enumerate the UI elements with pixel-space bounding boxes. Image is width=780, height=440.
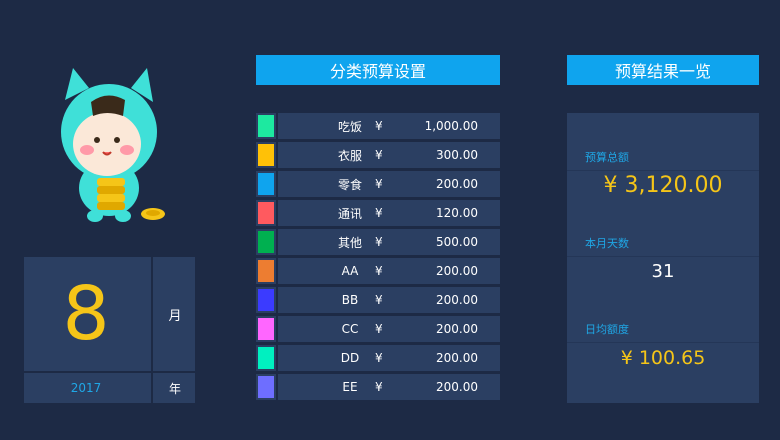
category-color-swatch: [258, 115, 274, 137]
amount-value: 200.00: [436, 322, 478, 336]
mascot-illustration: [61, 68, 165, 222]
amount-field[interactable]: ¥200.00: [369, 316, 500, 342]
days-in-month-label: 本月天数: [585, 237, 629, 250]
calendar-box: 8 月 2017 年: [24, 257, 195, 403]
days-in-month-value: 31: [651, 261, 675, 282]
category-color-swatch: [258, 376, 274, 398]
budget-results-panel: 预算总额 ¥ 3,120.00 本月天数 31 日均额度 ¥ 100.65: [567, 113, 759, 403]
total-budget-value: ¥ 3,120.00: [603, 173, 723, 198]
amount-value: 200.00: [436, 177, 478, 191]
budget-row: EE ¥200.00: [256, 374, 500, 400]
amount-field[interactable]: ¥200.00: [369, 287, 500, 313]
daily-average-value: ¥ 100.65: [620, 347, 706, 369]
currency-symbol: ¥: [375, 206, 383, 220]
budget-row: DD ¥200.00: [256, 345, 500, 371]
budget-row: AA ¥200.00: [256, 258, 500, 284]
currency-symbol: ¥: [375, 148, 383, 162]
currency-symbol: ¥: [375, 177, 383, 191]
result-divider: [567, 256, 759, 257]
total-budget-label: 预算总额: [585, 151, 629, 164]
amount-field[interactable]: ¥1,000.00: [369, 113, 500, 139]
currency-symbol: ¥: [375, 119, 383, 133]
month-unit-label: 月: [151, 257, 197, 371]
currency-symbol: ¥: [375, 235, 383, 249]
amount-value: 300.00: [436, 148, 478, 162]
amount-field[interactable]: ¥200.00: [369, 258, 500, 284]
amount-field[interactable]: ¥300.00: [369, 142, 500, 168]
calendar-divider: [24, 371, 195, 373]
category-color-swatch: [258, 173, 274, 195]
amount-field[interactable]: ¥120.00: [369, 200, 500, 226]
result-divider: [567, 170, 759, 171]
amount-field[interactable]: ¥200.00: [369, 374, 500, 400]
category-budget-list: 吃饭 ¥1,000.00 衣服 ¥300.00 零食 ¥200.00 通讯 ¥1…: [256, 113, 500, 403]
category-color-swatch: [258, 318, 274, 340]
currency-symbol: ¥: [375, 351, 383, 365]
daily-average-label: 日均额度: [585, 323, 629, 336]
category-budget-header: 分类预算设置: [256, 55, 500, 85]
amount-value: 200.00: [436, 264, 478, 278]
budget-row: CC ¥200.00: [256, 316, 500, 342]
amount-field[interactable]: ¥200.00: [369, 345, 500, 371]
budget-row: BB ¥200.00: [256, 287, 500, 313]
amount-value: 200.00: [436, 380, 478, 394]
currency-symbol: ¥: [375, 380, 383, 394]
amount-value: 500.00: [436, 235, 478, 249]
year-unit-label: 年: [151, 373, 197, 403]
amount-field[interactable]: ¥200.00: [369, 171, 500, 197]
budget-row: 通讯 ¥120.00: [256, 200, 500, 226]
result-divider: [567, 342, 759, 343]
category-color-swatch: [258, 144, 274, 166]
budget-row: 零食 ¥200.00: [256, 171, 500, 197]
category-color-swatch: [258, 260, 274, 282]
amount-value: 120.00: [436, 206, 478, 220]
category-color-swatch: [258, 347, 274, 369]
currency-symbol: ¥: [375, 264, 383, 278]
amount-value: 200.00: [436, 351, 478, 365]
category-color-swatch: [258, 231, 274, 253]
year-value: 2017: [70, 381, 102, 395]
category-color-swatch: [258, 202, 274, 224]
month-number: 8: [62, 271, 110, 357]
category-color-swatch: [258, 289, 274, 311]
amount-value: 200.00: [436, 293, 478, 307]
budget-row: 衣服 ¥300.00: [256, 142, 500, 168]
currency-symbol: ¥: [375, 322, 383, 336]
amount-value: 1,000.00: [424, 119, 478, 133]
budget-results-header: 预算结果一览: [567, 55, 759, 85]
budget-row: 吃饭 ¥1,000.00: [256, 113, 500, 139]
currency-symbol: ¥: [375, 293, 383, 307]
amount-field[interactable]: ¥500.00: [369, 229, 500, 255]
budget-row: 其他 ¥500.00: [256, 229, 500, 255]
